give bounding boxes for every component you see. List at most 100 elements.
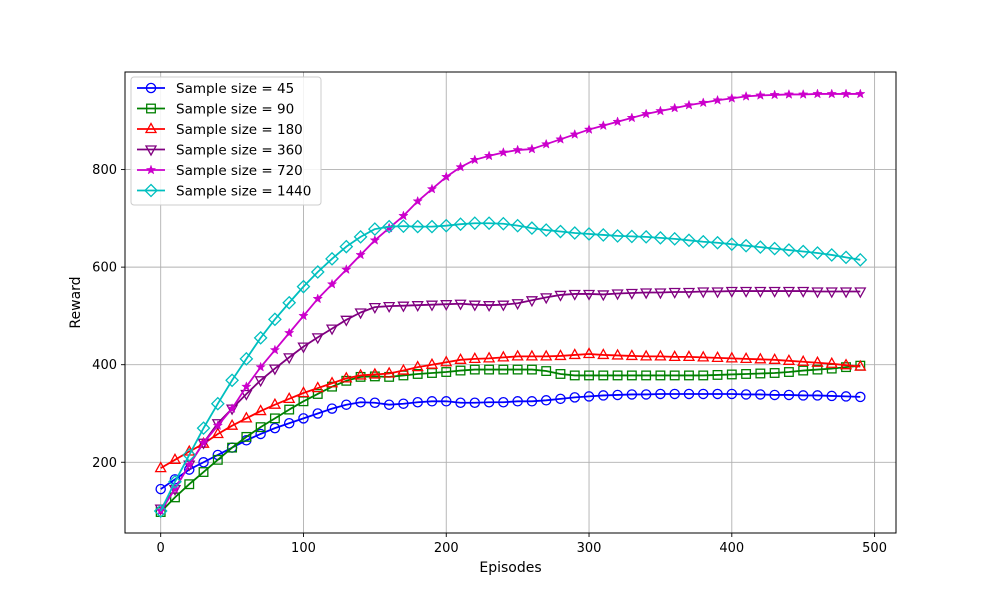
data-point — [170, 492, 180, 503]
data-point — [698, 370, 709, 381]
data-point — [269, 422, 281, 434]
data-point — [540, 293, 553, 305]
data-point — [255, 428, 266, 440]
legend-label: Sample size = 1440 — [176, 183, 311, 199]
data-point — [467, 216, 482, 231]
data-point — [811, 287, 824, 299]
data-point — [583, 124, 595, 135]
data-point — [598, 120, 609, 131]
data-point — [497, 300, 510, 312]
data-point — [239, 351, 254, 366]
data-point — [411, 301, 424, 313]
data-point — [612, 370, 623, 381]
data-point — [454, 299, 467, 311]
data-point — [283, 417, 295, 429]
data-point — [325, 324, 339, 336]
y-axis-label: Reward — [68, 276, 84, 328]
data-point — [254, 376, 267, 388]
data-point — [653, 230, 668, 245]
data-point — [769, 89, 780, 100]
data-point — [210, 396, 225, 411]
data-point — [797, 390, 809, 401]
data-point — [812, 88, 823, 99]
data-point — [554, 290, 567, 302]
data-point — [312, 293, 324, 304]
data-point — [782, 286, 796, 298]
data-point — [711, 351, 724, 363]
data-point — [269, 413, 280, 424]
data-point — [240, 411, 253, 423]
data-point — [640, 349, 653, 361]
data-point — [510, 218, 525, 233]
data-point — [369, 234, 381, 245]
series-5 — [155, 88, 866, 516]
data-point — [641, 370, 652, 381]
legend-marker — [144, 183, 158, 198]
data-point — [854, 287, 867, 299]
data-point — [611, 348, 624, 360]
data-point — [769, 389, 780, 401]
data-point — [712, 94, 723, 105]
data-point — [840, 391, 852, 402]
legend-marker — [145, 164, 157, 175]
data-point — [769, 368, 780, 378]
legend: Sample size = 45 Sample size = 90 Sample s… — [130, 76, 322, 206]
data-point — [312, 389, 323, 399]
data-point — [668, 287, 681, 299]
series-line — [160, 364, 861, 513]
data-point — [783, 88, 795, 99]
data-point — [525, 349, 539, 361]
legend-entry: Sample size = 180 — [137, 122, 303, 138]
legend-box — [130, 76, 322, 206]
data-point — [455, 397, 466, 408]
data-point — [541, 366, 552, 376]
legend-label: Sample size = 720 — [176, 163, 303, 179]
data-point — [512, 396, 523, 407]
data-point — [382, 219, 397, 234]
data-point — [512, 364, 523, 375]
data-point — [540, 395, 552, 406]
data-point — [626, 370, 637, 381]
data-point — [755, 89, 766, 100]
data-point — [767, 241, 782, 256]
data-point — [368, 367, 381, 379]
data-point — [283, 392, 296, 403]
data-point — [212, 454, 223, 465]
data-point — [584, 370, 594, 381]
data-point — [697, 97, 709, 108]
data-point — [526, 396, 538, 407]
data-point — [354, 368, 367, 380]
data-point — [824, 248, 839, 262]
data-point — [153, 504, 168, 518]
data-point — [498, 397, 509, 408]
data-point — [826, 390, 838, 402]
legend-entry: Sample size = 90 — [137, 101, 294, 117]
data-point — [582, 227, 596, 241]
data-point — [683, 388, 695, 400]
data-point — [268, 364, 282, 376]
data-point — [426, 183, 438, 194]
data-point — [311, 381, 324, 393]
data-point — [810, 246, 825, 260]
data-point — [697, 350, 710, 362]
data-point — [482, 301, 496, 313]
data-point — [626, 389, 638, 400]
data-point — [839, 287, 853, 299]
y-tick-label: 600 — [92, 261, 117, 276]
data-point — [255, 422, 266, 433]
data-point — [184, 479, 195, 490]
data-point — [726, 92, 738, 103]
plot-frame — [124, 71, 897, 534]
data-point — [255, 361, 266, 372]
data-point — [325, 376, 339, 388]
data-point — [540, 349, 553, 361]
data-point — [710, 235, 725, 250]
data-point — [212, 420, 224, 431]
series-3 — [154, 347, 867, 473]
data-point — [797, 354, 810, 366]
data-point — [496, 216, 511, 231]
data-point — [297, 342, 310, 354]
data-point — [840, 88, 852, 99]
data-point — [312, 408, 323, 419]
